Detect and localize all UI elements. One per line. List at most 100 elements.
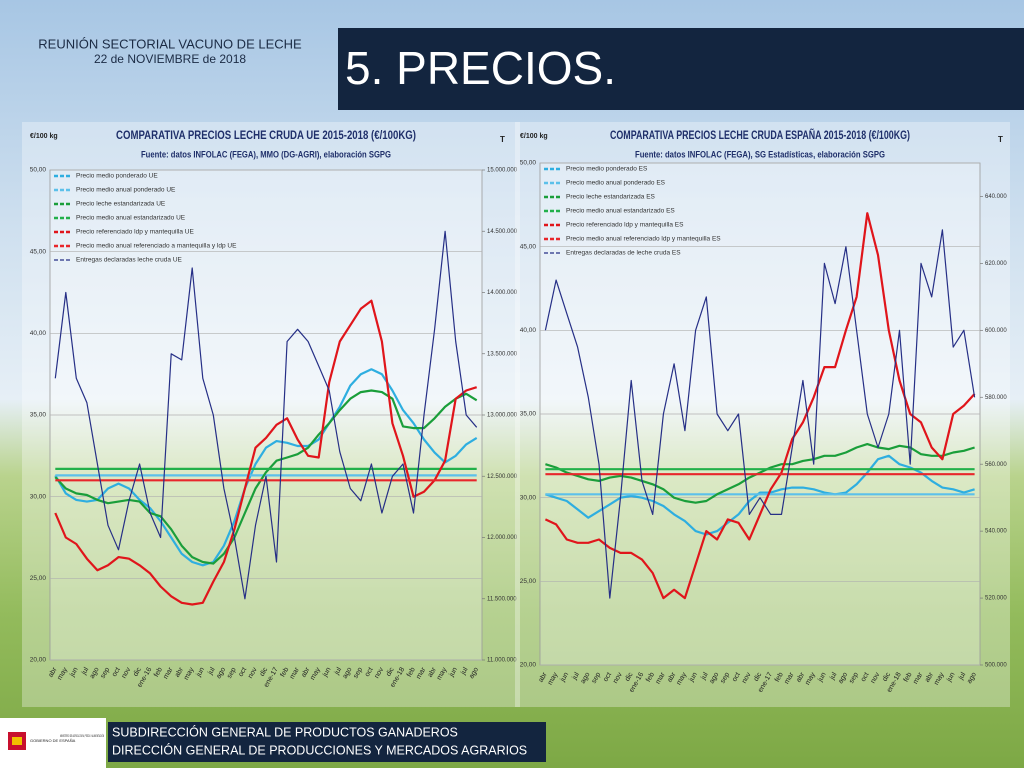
x-tick-label: jun [321, 666, 332, 679]
y-axis-label: €/100 kg [520, 133, 548, 140]
y2-tick-label: 640.000 [985, 194, 1007, 200]
x-tick-label: abr [924, 671, 935, 684]
y2-tick-label: 540.000 [985, 529, 1007, 535]
y-tick-label: 45,00 [520, 243, 537, 250]
y2-tick-label: 500.000 [985, 663, 1007, 669]
legend-label: Precio medio anual estandarizado UE [76, 215, 186, 222]
x-tick-label: oct [731, 671, 742, 683]
y2-tick-label: 520.000 [985, 596, 1007, 602]
y-tick-label: 30,00 [30, 493, 47, 500]
y2-tick-label: 15.000.000 [487, 168, 518, 174]
x-tick-label: feb [406, 666, 417, 678]
x-tick-label: feb [774, 671, 785, 683]
y2-tick-label: 580.000 [985, 395, 1007, 401]
legend-label: Precio leche estandarizada ES [566, 194, 656, 201]
y2-tick-label: 14.000.000 [487, 290, 518, 296]
event-date: 22 de NOVIEMBRE de 2018 [94, 52, 246, 66]
x-tick-label: dic [624, 671, 635, 683]
title-box [338, 28, 1024, 110]
y2-tick-label: 11.500.000 [487, 596, 517, 602]
y-tick-label: 50,00 [30, 167, 47, 174]
chart-title: COMPARATIVA PRECIOS LECHE CRUDA ESPAÑA 2… [610, 127, 910, 142]
x-tick-label: dic [132, 666, 143, 678]
x-tick-label: dic [753, 671, 764, 683]
x-tick-label: jun [559, 671, 570, 684]
y2-tick-label: 14.500.000 [487, 229, 518, 235]
x-tick-label: jun [945, 671, 956, 684]
series-line [545, 454, 975, 536]
x-tick-label: abr [538, 671, 549, 684]
x-tick-label: feb [645, 671, 656, 683]
logo-ministry: MINISTERIO DE AGRICULTURA, PESCA Y ALIME… [60, 733, 104, 738]
series-line [545, 443, 975, 504]
x-tick-label: ago [215, 666, 227, 680]
y2-tick-label: 620.000 [985, 261, 1007, 267]
y2-tick-label: 12.500.000 [487, 474, 518, 480]
x-tick-label: ago [89, 666, 101, 680]
x-tick-label: oct [238, 666, 249, 678]
y-tick-label: 35,00 [30, 412, 47, 419]
x-tick-label: nov [741, 671, 753, 685]
series-line [54, 389, 478, 565]
y2-tick-label: 600.000 [985, 328, 1007, 334]
x-tick-label: jun [195, 666, 206, 679]
x-tick-label: feb [153, 666, 164, 678]
x-tick-label: dic [259, 666, 270, 678]
y2-tick-label: 13.000.000 [487, 413, 518, 419]
chart-subtitle: Fuente: datos INFOLAC (FEGA), MMO (DG-AG… [141, 149, 391, 159]
y2-tick-label: 11.000.000 [487, 658, 517, 664]
x-tick-label: jul [333, 666, 343, 677]
footer-box [108, 722, 546, 762]
chart-title: COMPARATIVA PRECIOS LECHE CRUDA UE 2015-… [116, 128, 416, 142]
x-tick-label: oct [111, 666, 122, 678]
x-tick-label: jul [957, 671, 967, 682]
slide-title: 5. PRECIOS. [345, 42, 616, 94]
x-tick-label: nov [374, 666, 386, 680]
x-tick-label: nov [870, 671, 882, 685]
x-tick-label: abr [47, 666, 58, 679]
x-tick-label: abr [427, 666, 438, 679]
x-tick-label: jun [816, 671, 827, 684]
y-tick-label: 40,00 [30, 330, 47, 337]
x-tick-label: sep [226, 666, 238, 679]
legend-label: Precio medio anual referenciado ldp y ma… [566, 236, 721, 243]
y-tick-label: 20,00 [520, 662, 537, 669]
legend-label: Precio medio anual ponderado ES [566, 180, 666, 187]
x-tick-label: ago [708, 671, 720, 685]
logo-government: GOBIERNO DE ESPAÑA [30, 738, 76, 743]
x-tick-label: sep [591, 671, 603, 684]
series-line [544, 212, 976, 600]
x-tick-label: abr [300, 666, 311, 679]
x-tick-label: jul [207, 666, 217, 677]
series-line [54, 368, 478, 567]
y2-tick-label: 13.500.000 [487, 351, 518, 357]
x-tick-label: sep [352, 666, 364, 679]
x-tick-label: sep [719, 671, 731, 684]
y2-axis-label: T [998, 135, 1003, 144]
chart-subtitle: Fuente: datos INFOLAC (FEGA), SG Estadís… [635, 149, 885, 159]
x-tick-label: ago [966, 671, 978, 685]
y2-tick-label: 560.000 [985, 462, 1007, 468]
x-tick-label: sep [100, 666, 112, 679]
x-tick-label: nov [612, 671, 624, 685]
legend-label: Precio medio anual ponderado UE [76, 187, 176, 194]
x-tick-label: dic [882, 671, 893, 683]
y-tick-label: 35,00 [520, 411, 537, 418]
y-tick-label: 20,00 [30, 657, 47, 664]
x-tick-label: abr [174, 666, 185, 679]
x-tick-label: abr [666, 671, 677, 684]
y-tick-label: 40,00 [520, 327, 537, 334]
legend-label: Precio referenciado ldp y mantequilla ES [566, 222, 684, 229]
y-tick-label: 30,00 [520, 494, 537, 501]
series-line [544, 229, 976, 599]
footer-line: DIRECCIÓN GENERAL DE PRODUCCIONES Y MERC… [112, 742, 527, 757]
event-name: REUNIÓN SECTORIAL VACUNO DE LECHE [38, 36, 302, 51]
x-tick-label: jul [828, 671, 838, 682]
legend-label: Precio medio anual estandarizado ES [566, 208, 675, 215]
y-tick-label: 45,00 [30, 248, 47, 255]
x-tick-label: abr [795, 671, 806, 684]
x-tick-label: ago [580, 671, 592, 685]
y-axis-label: €/100 kg [30, 133, 58, 140]
